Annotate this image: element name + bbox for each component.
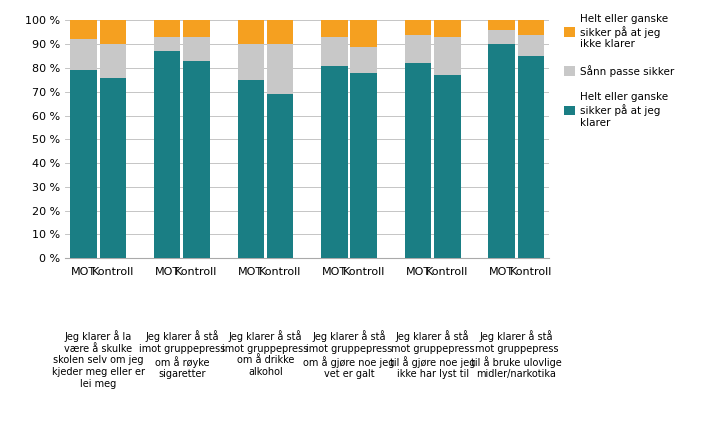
Text: Jeg klarer å la
være å skulke
skolen selv om jeg
kjeder meg eller er
lei meg: Jeg klarer å la være å skulke skolen sel… [52,330,145,388]
Bar [434,37,461,75]
Text: Jeg klarer å stå
imot gruppepress
om å røyke
sigaretter: Jeg klarer å stå imot gruppepress om å r… [139,330,225,379]
Bar [321,20,348,37]
Bar [70,40,97,70]
Bar [183,20,210,37]
Bar [518,35,544,56]
Bar [321,65,348,258]
Bar [70,20,97,40]
Bar [267,44,294,94]
Bar [405,20,432,35]
Text: Jeg klarer å stå
imot gruppepress
om å gjøre noe jeg
vet er galt: Jeg klarer å stå imot gruppepress om å g… [304,330,395,379]
Text: Jeg klarer å stå
mot gruppepress
til å bruke ulovlige
midler/narkotika: Jeg klarer å stå mot gruppepress til å b… [471,330,562,379]
Bar [321,37,348,65]
Bar [100,20,126,44]
Bar [351,73,377,258]
Bar [405,35,432,63]
Bar [154,37,181,51]
Bar [489,30,515,44]
Bar [154,20,181,37]
Bar [518,56,544,258]
Bar [238,20,264,44]
Bar [351,20,377,47]
Bar [434,20,461,37]
Bar [238,80,264,258]
Bar [70,70,97,258]
Bar [100,44,126,77]
Bar [238,44,264,80]
Bar [405,63,432,258]
Text: Jeg klarer å stå
mot gruppepress
til å gjøre noe jeg
ikke har lyst til: Jeg klarer å stå mot gruppepress til å g… [390,330,476,379]
Bar [100,77,126,258]
Legend: Helt eller ganske
sikker på at jeg
ikke klarer, Sånn passe sikker, Helt eller ga: Helt eller ganske sikker på at jeg ikke … [565,14,675,128]
Bar [434,75,461,258]
Bar [267,94,294,258]
Bar [518,20,544,35]
Bar [183,61,210,258]
Bar [489,44,515,258]
Bar [489,20,515,30]
Text: Jeg klarer å stå
imot gruppepress
om å drikke
alkohol: Jeg klarer å stå imot gruppepress om å d… [223,330,309,377]
Bar [154,51,181,258]
Bar [183,37,210,61]
Bar [351,47,377,73]
Bar [267,20,294,44]
